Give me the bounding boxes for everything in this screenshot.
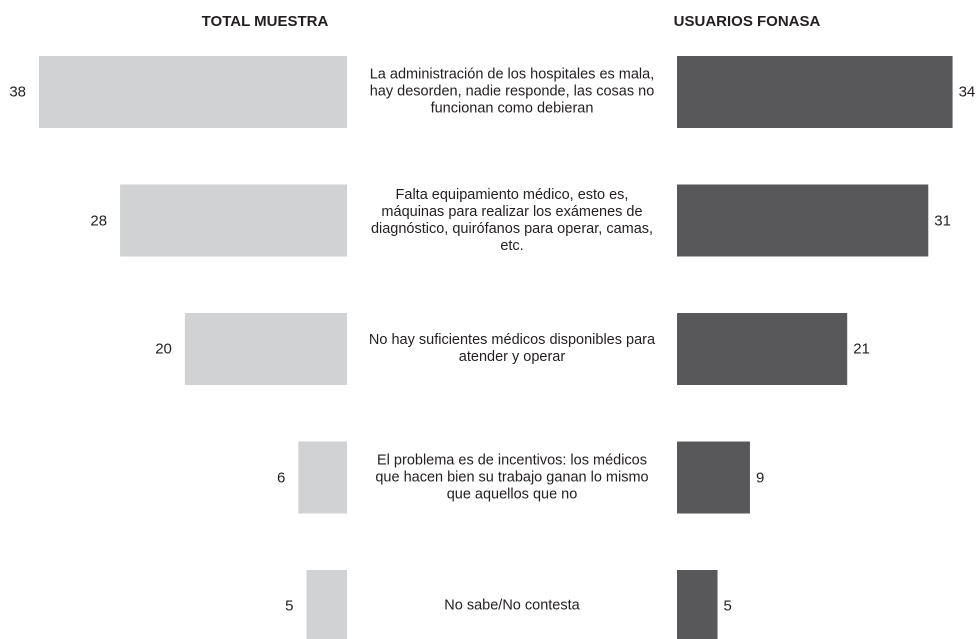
bar (677, 184, 929, 257)
category-label: Falta equipamiento médico, esto es, máqu… (370, 186, 654, 254)
value-label: 5 (723, 597, 732, 615)
category-label: No sabe/No contesta (444, 597, 580, 614)
value-label: 6 (277, 469, 286, 486)
value-label: 34 (958, 83, 976, 101)
bar (120, 184, 347, 257)
value-label: 31 (934, 212, 951, 229)
value-label: 9 (755, 469, 765, 486)
bar (677, 570, 718, 639)
right-header: USUARIOS FONASA (673, 13, 821, 30)
value-label: 21 (853, 340, 870, 358)
category-label: No hay suficientes médicos disponibles p… (368, 332, 656, 365)
value-label: 28 (90, 212, 108, 229)
bar (298, 441, 347, 514)
category-label: La administración de los hospitales es m… (369, 66, 655, 117)
bar (677, 56, 953, 128)
left-header: TOTAL MUESTRA (201, 13, 329, 30)
bar (39, 56, 347, 128)
bar (184, 313, 347, 385)
bar (677, 441, 750, 514)
value-label: 38 (9, 83, 26, 101)
bar (677, 313, 848, 385)
value-label: 5 (285, 597, 294, 615)
category-label: El problema es de incentivos: los médico… (375, 452, 649, 502)
value-label: 20 (155, 340, 172, 358)
bar (306, 570, 347, 639)
